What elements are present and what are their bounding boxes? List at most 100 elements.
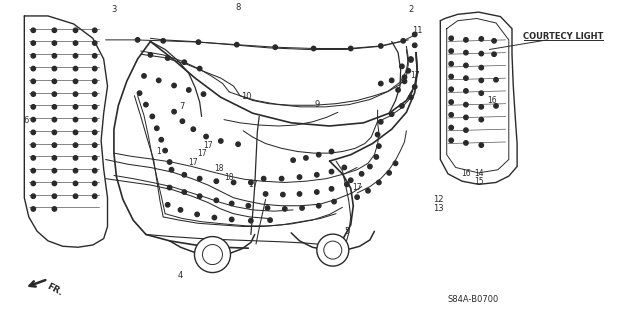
Circle shape [74,41,77,45]
Circle shape [390,112,394,116]
Circle shape [74,143,77,147]
Circle shape [74,92,77,96]
Circle shape [219,139,223,143]
Circle shape [168,185,172,190]
Circle shape [93,194,97,198]
Circle shape [74,181,77,186]
Circle shape [74,28,77,33]
Circle shape [342,165,346,170]
Circle shape [479,37,483,41]
Circle shape [74,117,77,122]
Circle shape [52,54,56,58]
Circle shape [204,134,208,139]
Circle shape [349,46,353,51]
Circle shape [161,39,165,43]
Circle shape [387,171,391,175]
Circle shape [494,78,498,82]
Circle shape [31,181,35,186]
Circle shape [449,100,453,104]
Circle shape [379,81,383,86]
Circle shape [230,201,234,206]
Circle shape [464,50,468,55]
Circle shape [449,125,453,130]
Circle shape [31,66,35,71]
Circle shape [349,178,353,182]
Circle shape [52,156,56,160]
Circle shape [230,217,234,222]
Circle shape [403,79,406,84]
Circle shape [182,60,186,64]
Circle shape [494,104,498,108]
Circle shape [155,126,159,130]
Text: FR.: FR. [45,281,63,297]
Circle shape [330,149,333,154]
Circle shape [163,148,167,153]
Circle shape [93,28,97,33]
Circle shape [159,137,163,142]
Circle shape [317,234,349,266]
Circle shape [332,199,336,204]
Circle shape [31,105,35,109]
Circle shape [93,117,97,122]
Circle shape [235,42,239,47]
Text: 3: 3 [111,5,116,14]
Circle shape [214,198,218,203]
Circle shape [449,49,453,53]
Circle shape [168,160,172,164]
Circle shape [324,241,342,259]
Circle shape [52,41,56,45]
Circle shape [31,79,35,84]
Text: 1: 1 [156,147,161,156]
Circle shape [403,75,406,79]
Circle shape [31,156,35,160]
Circle shape [312,46,316,51]
Circle shape [479,91,483,95]
Circle shape [449,74,453,79]
Circle shape [150,114,154,119]
Circle shape [74,79,77,84]
Text: 2: 2 [408,5,413,14]
Text: 17: 17 [203,141,213,150]
Circle shape [93,66,97,71]
Circle shape [166,56,170,60]
Circle shape [212,215,216,220]
Circle shape [464,89,468,93]
Circle shape [93,54,97,58]
Circle shape [379,120,383,124]
Circle shape [31,41,35,45]
Circle shape [390,78,394,83]
Circle shape [170,167,173,172]
Circle shape [266,206,269,210]
Circle shape [31,143,35,147]
Circle shape [93,79,97,84]
Circle shape [409,58,413,62]
Circle shape [449,62,453,66]
Circle shape [93,130,97,135]
Circle shape [464,102,468,107]
Circle shape [93,41,97,45]
Text: 16: 16 [486,96,497,105]
Text: 17: 17 [248,180,258,189]
Circle shape [232,180,236,185]
Circle shape [31,92,35,96]
Circle shape [31,28,35,33]
Circle shape [198,194,202,198]
Circle shape [93,105,97,109]
Circle shape [355,195,359,199]
Circle shape [464,115,468,120]
Circle shape [195,237,230,272]
Text: 5: 5 [344,227,349,236]
Circle shape [379,44,383,48]
Circle shape [157,78,161,83]
Circle shape [246,204,250,208]
Circle shape [182,190,186,194]
Circle shape [413,43,417,48]
Circle shape [298,175,301,179]
Circle shape [74,105,77,109]
Circle shape [300,206,304,210]
Text: 13: 13 [433,204,444,213]
Circle shape [198,176,202,181]
Circle shape [479,143,483,147]
Circle shape [273,45,277,49]
Text: 17: 17 [352,183,362,192]
